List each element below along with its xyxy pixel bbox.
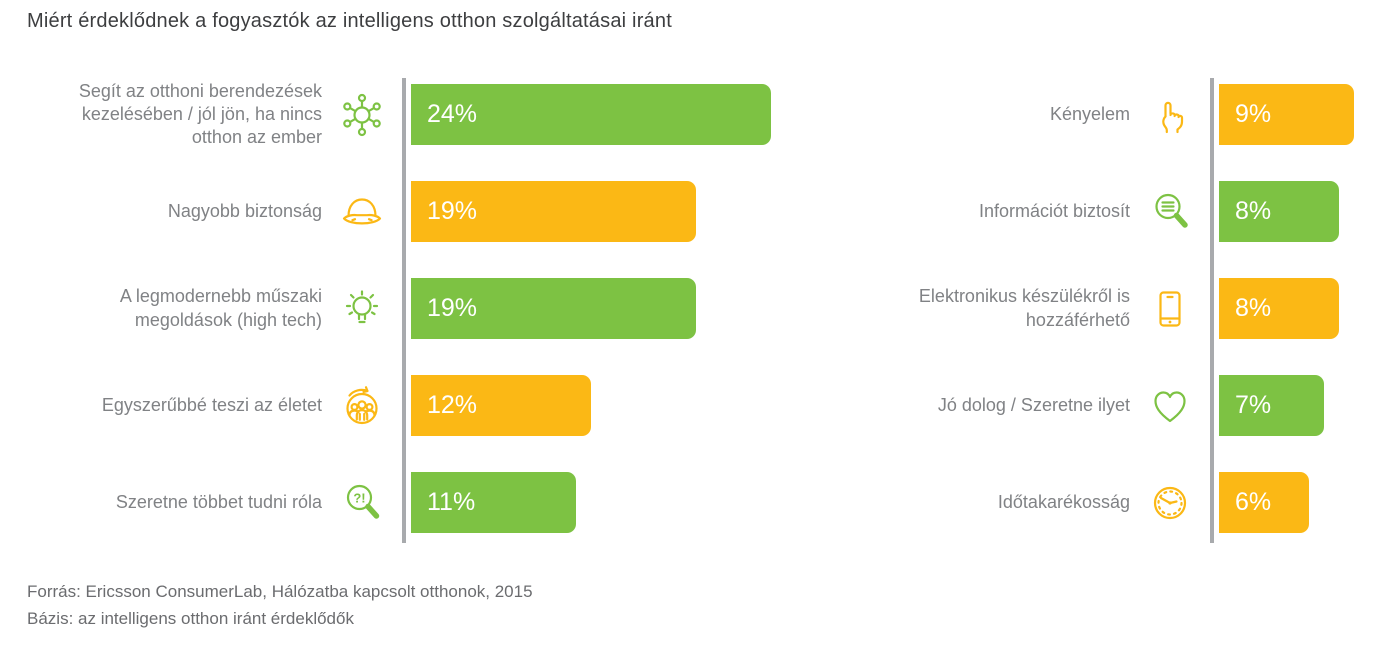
bar-value-label: 19% [427, 294, 478, 322]
svg-text:?!: ?! [353, 490, 365, 505]
bar-value-label: 9% [1235, 100, 1272, 128]
bar-value-label: 6% [1235, 488, 1272, 516]
bar: 8% [1219, 278, 1339, 339]
chart-row: Segít az otthoni berendezések kezelésébe… [28, 81, 788, 147]
chart-row: Nagyobb biztonság 19% [28, 181, 788, 242]
bar-value-label: 12% [427, 391, 478, 419]
category-label: Segít az otthoni berendezések kezelésébe… [78, 80, 322, 148]
category-label: Kényelem [1049, 103, 1130, 124]
category-label: Elektronikus készülékről is hozzáférhető [918, 286, 1130, 330]
bar: 19% [411, 278, 696, 339]
axis-line-right [1210, 78, 1214, 543]
chart-row: Időtakarékosság 6% [878, 472, 1378, 533]
chart-panel-right: Kényelem 9% Információt biztosít 8% Elektron… [878, 78, 1378, 543]
heart-icon [1130, 382, 1210, 430]
bar-value-label: 7% [1235, 391, 1272, 419]
category-label: A legmodernebb műszaki megoldások (high … [119, 286, 322, 330]
footer-notes: Forrás: Ericsson ConsumerLab, Hálózatba … [27, 578, 533, 632]
network-hub-icon [322, 91, 402, 139]
chart-panel-left: Segít az otthoni berendezések kezelésébe… [28, 78, 788, 543]
axis-line-left [402, 78, 406, 543]
bar-value-label: 8% [1235, 197, 1272, 225]
bar-value-label: 24% [427, 100, 478, 128]
bar: 24% [411, 84, 771, 145]
magnifier-question-icon: ?! [322, 479, 402, 527]
bar: 6% [1219, 472, 1309, 533]
category-label: Szeretne többet tudni róla [115, 491, 322, 512]
chart-row: A legmodernebb műszaki megoldások (high … [28, 278, 788, 339]
category-label: Nagyobb biztonság [167, 200, 322, 221]
bar: 12% [411, 375, 591, 436]
smartphone-icon [1130, 285, 1210, 333]
chart-row: Kényelem 9% [878, 84, 1378, 145]
source-note: Forrás: Ericsson ConsumerLab, Hálózatba … [27, 582, 533, 601]
category-label: Időtakarékosság [997, 491, 1130, 512]
category-label: Egyszerűbbé teszi az életet [101, 394, 322, 415]
bar: 8% [1219, 181, 1339, 242]
chart-title: Miért érdeklődnek a fogyasztók az intell… [27, 10, 672, 32]
chart-row: Elektronikus készülékről is hozzáférhető… [878, 278, 1378, 339]
bar: 19% [411, 181, 696, 242]
chart-row: Információt biztosít 8% [878, 181, 1378, 242]
category-label: Jó dolog / Szeretne ilyet [937, 394, 1130, 415]
basis-note: Bázis: az intelligens otthon iránt érdek… [27, 609, 354, 628]
bar-value-label: 11% [427, 488, 476, 516]
chart-row: Jó dolog / Szeretne ilyet 7% [878, 375, 1378, 436]
magnifier-text-icon [1130, 188, 1210, 236]
bar-value-label: 8% [1235, 294, 1272, 322]
bar: 9% [1219, 84, 1354, 145]
pointing-hand-icon [1130, 91, 1210, 139]
bar: 11% [411, 472, 576, 533]
chart-row: Egyszerűbbé teszi az életet 12% [28, 375, 788, 436]
people-circle-arrow-icon [322, 382, 402, 430]
bar-value-label: 19% [427, 197, 478, 225]
category-label: Információt biztosít [978, 200, 1130, 221]
safety-helmet-icon [322, 188, 402, 236]
clock-icon [1130, 479, 1210, 527]
chart-row: Szeretne többet tudni róla?! 11% [28, 472, 788, 533]
lightbulb-icon [322, 285, 402, 333]
bar: 7% [1219, 375, 1324, 436]
